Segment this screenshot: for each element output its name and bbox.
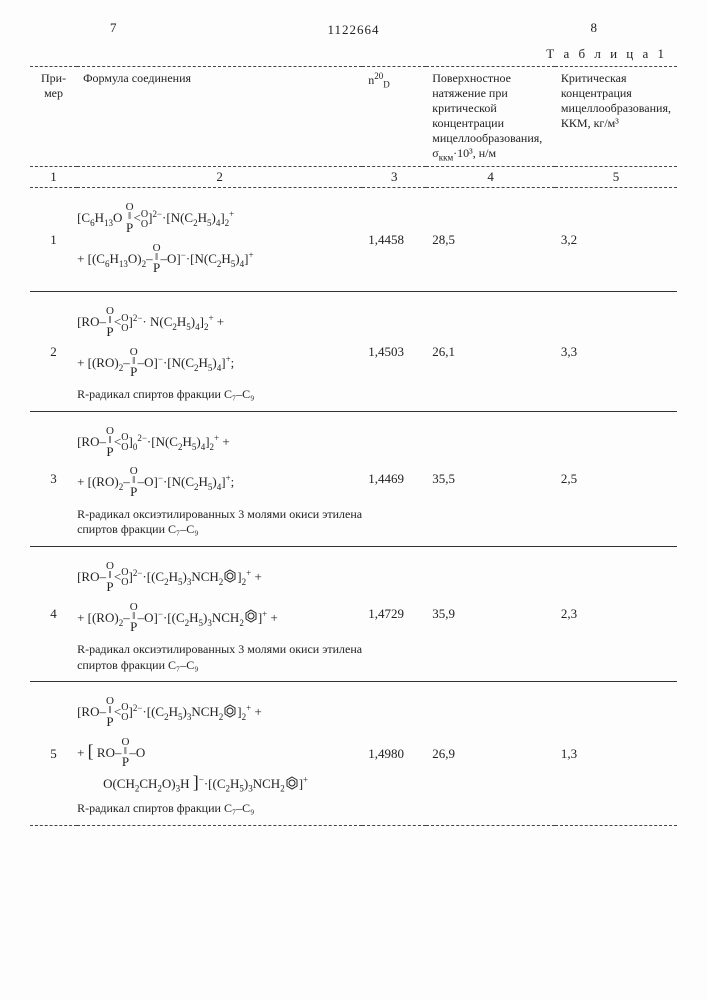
row-formula: [RO–O‖P<OO]2−· N(C2H5)4]2+ + + [(RO)2–O‖…	[77, 292, 362, 412]
table-row: 1 [C6H13O O‖P<OO]2−·[N(C2H5)4]2+ + [(C6H…	[30, 188, 677, 292]
header-tension: Поверхностное натяжение при критической …	[426, 67, 555, 167]
table-row: 2 [RO–O‖P<OO]2−· N(C2H5)4]2+ + + [(RO)2–…	[30, 292, 677, 412]
row-tension: 26,9	[426, 682, 555, 826]
row-note: R-радикал спиртов фракции C₇–C₉	[77, 801, 362, 817]
colnum-5: 5	[555, 167, 677, 188]
table-row: 3 [RO–O‖P<OO]02−·[N(C2H5)4]2+ + + [(RO)2…	[30, 411, 677, 546]
row-num: 3	[30, 411, 77, 546]
row-num: 5	[30, 682, 77, 826]
header-kkm: Критическая концентрация мицеллообразова…	[555, 67, 677, 167]
row-formula: [RO–O‖P<OO]02−·[N(C2H5)4]2+ + + [(RO)2–O…	[77, 411, 362, 546]
header-formula: Формула соединения	[77, 67, 362, 167]
row-nd: 1,4469	[362, 411, 426, 546]
page-right: 8	[591, 20, 598, 36]
row-kkm: 2,5	[555, 411, 677, 546]
table-row: 4 [RO–O‖P<OO]2−·[(C2H5)3NCH2]2+ + + [(RO…	[30, 547, 677, 682]
colnum-row: 1 2 3 4 5	[30, 167, 677, 188]
colnum-4: 4	[426, 167, 555, 188]
page-left: 7	[110, 20, 117, 36]
row-nd: 1,4458	[362, 188, 426, 292]
main-table: При-мер Формула соединения n20D Поверхно…	[30, 66, 677, 826]
row-nd: 1,4503	[362, 292, 426, 412]
colnum-1: 1	[30, 167, 77, 188]
row-tension: 26,1	[426, 292, 555, 412]
row-kkm: 3,3	[555, 292, 677, 412]
row-num: 2	[30, 292, 77, 412]
row-kkm: 2,3	[555, 547, 677, 682]
row-kkm: 1,3	[555, 682, 677, 826]
table-label: Т а б л и ц а 1	[30, 46, 677, 62]
row-note: R-радикал спиртов фракции C₇–C₉	[77, 387, 362, 403]
row-nd: 1,4980	[362, 682, 426, 826]
row-kkm: 3,2	[555, 188, 677, 292]
row-formula: [RO–O‖P<OO]2−·[(C2H5)3NCH2]2+ + + [ RO–O…	[77, 682, 362, 826]
doc-number: 1122664	[30, 22, 677, 38]
colnum-2: 2	[77, 167, 362, 188]
row-formula: [C6H13O O‖P<OO]2−·[N(C2H5)4]2+ + [(C6H13…	[77, 188, 362, 292]
header-nd: n20D	[362, 67, 426, 167]
header-row: При-мер Формула соединения n20D Поверхно…	[30, 67, 677, 167]
table-row: 5 [RO–O‖P<OO]2−·[(C2H5)3NCH2]2+ + + [ RO…	[30, 682, 677, 826]
row-tension: 28,5	[426, 188, 555, 292]
colnum-3: 3	[362, 167, 426, 188]
row-num: 4	[30, 547, 77, 682]
row-formula: [RO–O‖P<OO]2−·[(C2H5)3NCH2]2+ + + [(RO)2…	[77, 547, 362, 682]
row-nd: 1,4729	[362, 547, 426, 682]
row-note: R-радикал оксиэтилированных 3 молями оки…	[77, 642, 362, 673]
row-num: 1	[30, 188, 77, 292]
row-tension: 35,5	[426, 411, 555, 546]
row-note: R-радикал оксиэтилированных 3 молями оки…	[77, 507, 362, 538]
row-tension: 35,9	[426, 547, 555, 682]
header-example: При-мер	[30, 67, 77, 167]
